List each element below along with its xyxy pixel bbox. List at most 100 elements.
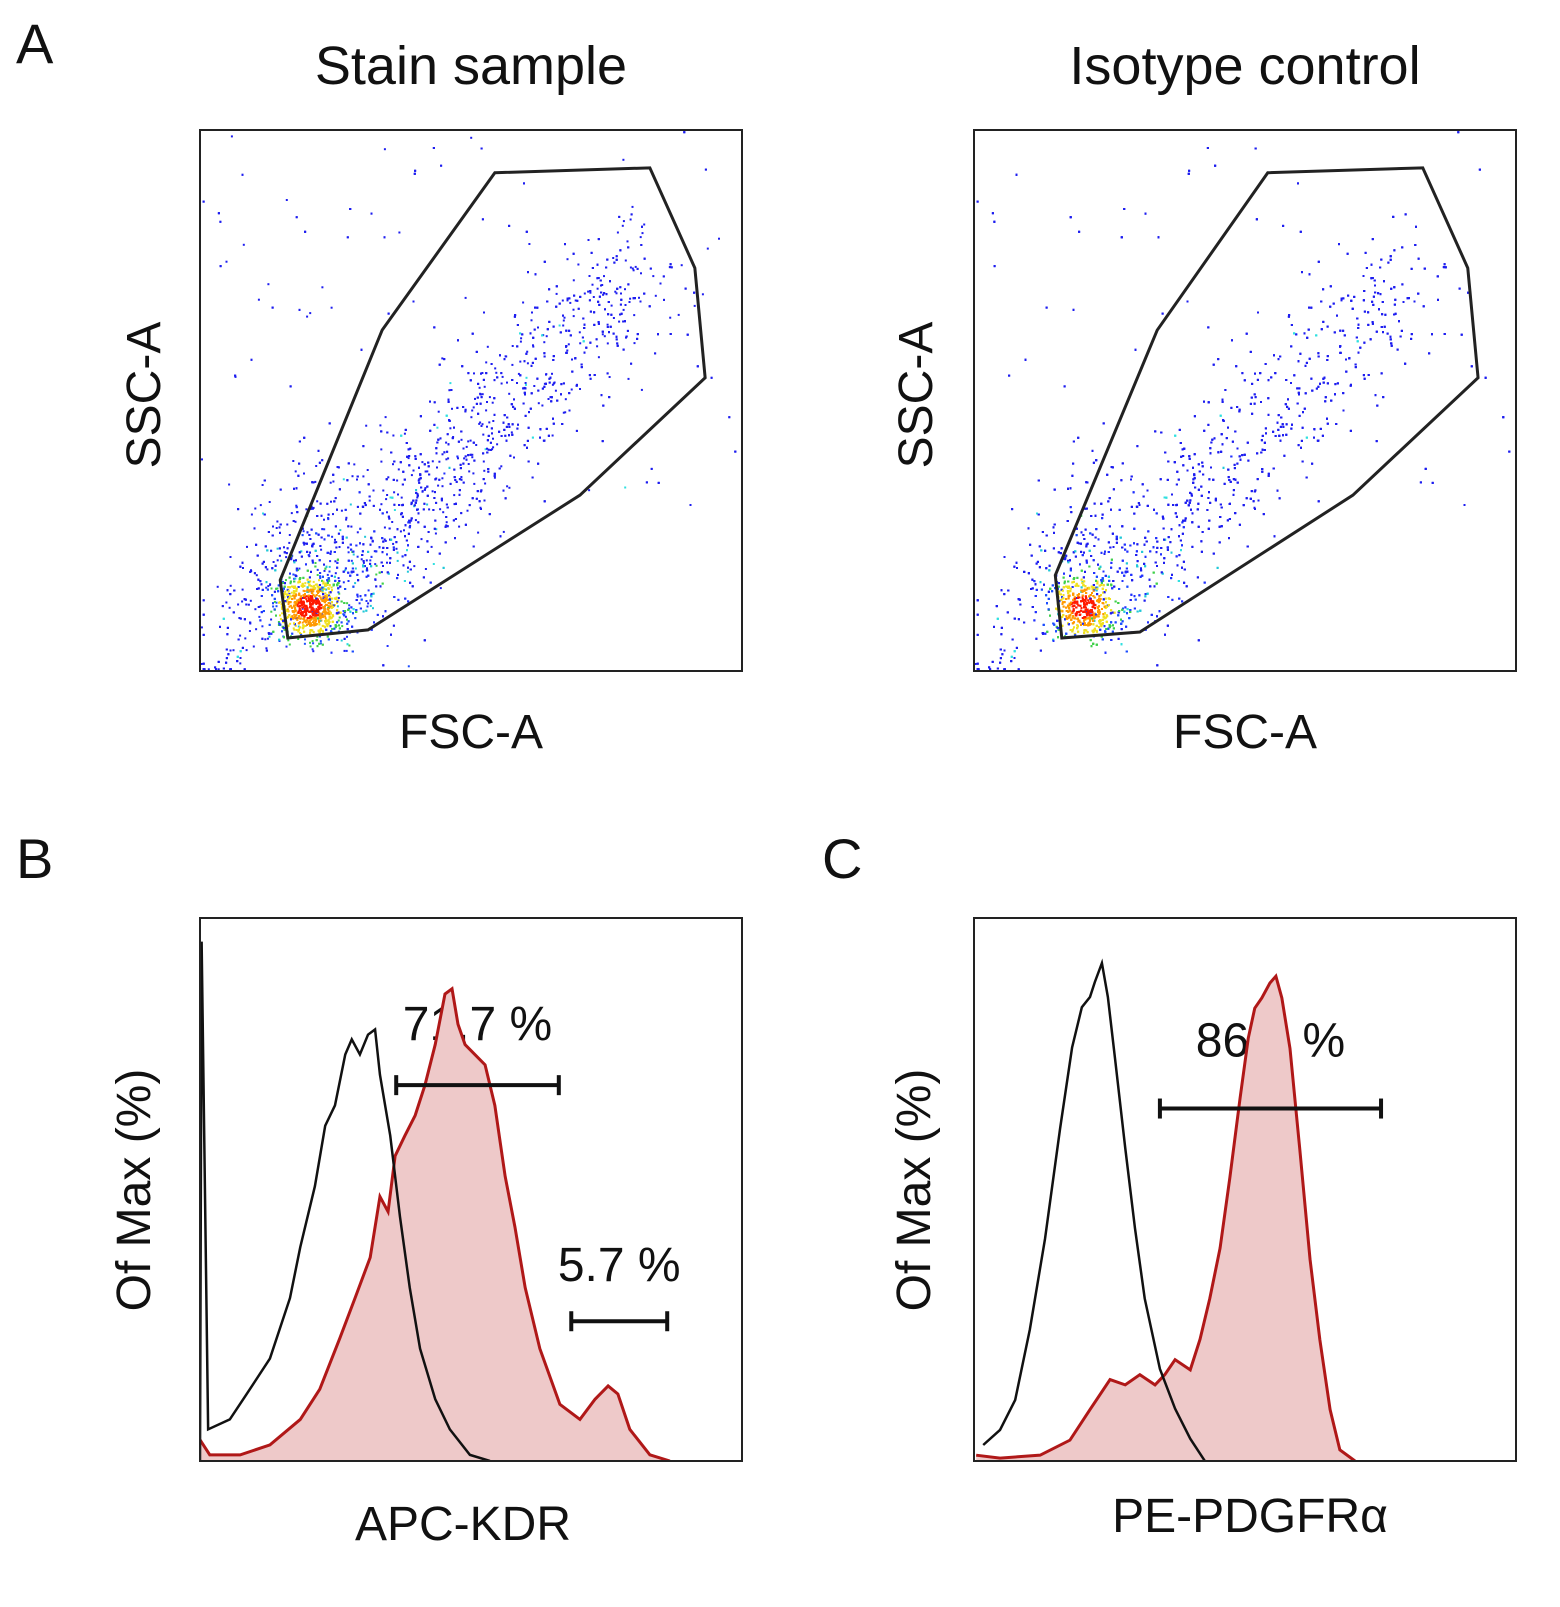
event-dot xyxy=(326,594,328,597)
event-dot xyxy=(330,631,333,633)
event-dot xyxy=(615,258,618,261)
event-dot xyxy=(309,623,311,626)
event-dot xyxy=(486,401,488,403)
event-dot xyxy=(320,536,323,539)
event-dot xyxy=(287,609,289,612)
event-dot xyxy=(382,489,385,492)
event-dot xyxy=(304,610,307,613)
event-dot xyxy=(369,604,372,607)
event-dot xyxy=(301,614,304,617)
event-dot xyxy=(296,599,299,602)
event-dot xyxy=(435,501,438,504)
event-dot xyxy=(319,640,322,643)
event-dot xyxy=(363,502,366,504)
event-dot xyxy=(365,575,368,578)
event-dot xyxy=(413,504,416,507)
event-dot xyxy=(525,352,528,355)
event-dot xyxy=(482,478,485,481)
event-dot xyxy=(435,447,438,450)
gate-polygon[interactable] xyxy=(278,166,707,640)
event-dot xyxy=(393,491,396,494)
event-dot xyxy=(263,479,266,482)
event-dot xyxy=(325,565,328,568)
event-dot xyxy=(303,584,306,587)
event-dot xyxy=(278,526,281,529)
event-dot xyxy=(636,337,639,340)
event-dot xyxy=(318,595,321,597)
event-dot xyxy=(344,615,347,618)
event-dot xyxy=(326,584,329,586)
event-dot xyxy=(302,617,305,620)
event-dot xyxy=(254,608,257,611)
event-dot xyxy=(370,593,373,595)
event-dot xyxy=(347,608,350,611)
event-dot xyxy=(527,426,530,429)
event-dot xyxy=(299,596,302,599)
event-dot xyxy=(527,271,529,274)
event-dot xyxy=(290,556,293,559)
event-dot xyxy=(319,588,322,591)
event-dot xyxy=(583,327,586,329)
event-dot xyxy=(327,638,330,641)
event-dot xyxy=(552,355,555,358)
event-dot xyxy=(270,610,273,613)
event-dot xyxy=(342,478,345,481)
event-dot xyxy=(532,345,535,348)
event-dot xyxy=(334,572,337,575)
event-dot xyxy=(404,535,406,538)
event-dot xyxy=(441,357,444,360)
event-dot xyxy=(383,148,386,151)
event-dot xyxy=(526,362,529,365)
event-dot xyxy=(403,529,405,532)
event-dot xyxy=(370,212,373,215)
event-dot xyxy=(306,624,308,626)
event-dot xyxy=(493,472,496,475)
event-dot xyxy=(429,429,432,432)
event-dot xyxy=(345,649,348,652)
event-dot xyxy=(482,378,485,381)
event-dot xyxy=(306,609,309,612)
event-dot xyxy=(607,301,610,303)
event-dot xyxy=(492,446,495,449)
event-dot xyxy=(284,590,287,593)
event-dot xyxy=(550,400,553,403)
event-dot xyxy=(370,628,373,631)
event-dot xyxy=(362,543,365,546)
event-dot xyxy=(493,476,496,479)
event-dot xyxy=(324,595,327,598)
event-dot xyxy=(294,614,297,617)
event-dot xyxy=(574,299,577,302)
event-dot xyxy=(380,571,383,574)
event-dot xyxy=(516,427,519,430)
event-dot xyxy=(401,483,404,486)
event-dot xyxy=(495,371,498,374)
event-dot xyxy=(303,642,306,645)
event-dot xyxy=(408,464,411,467)
event-dot xyxy=(513,456,515,459)
event-dot xyxy=(684,287,687,290)
event-dot xyxy=(444,525,447,528)
event-dot xyxy=(511,433,514,436)
event-dot xyxy=(583,292,586,295)
event-dot xyxy=(287,597,290,600)
event-dot xyxy=(438,460,441,463)
event-dot xyxy=(648,305,651,308)
event-dot xyxy=(607,313,610,316)
event-dot xyxy=(303,615,306,618)
event-dot xyxy=(585,346,588,349)
event-dot xyxy=(244,598,247,601)
event-dot xyxy=(355,544,358,547)
event-dot xyxy=(369,599,372,602)
event-dot xyxy=(572,308,575,311)
event-dot xyxy=(324,626,326,629)
event-dot xyxy=(384,539,387,542)
event-dot xyxy=(537,462,540,465)
event-dot xyxy=(602,293,605,296)
event-dot xyxy=(307,554,310,557)
event-dot xyxy=(326,579,329,582)
event-dot xyxy=(321,591,324,593)
event-dot xyxy=(508,486,511,489)
event-dot xyxy=(670,266,673,269)
event-dot xyxy=(492,420,495,422)
event-dot xyxy=(382,664,385,667)
